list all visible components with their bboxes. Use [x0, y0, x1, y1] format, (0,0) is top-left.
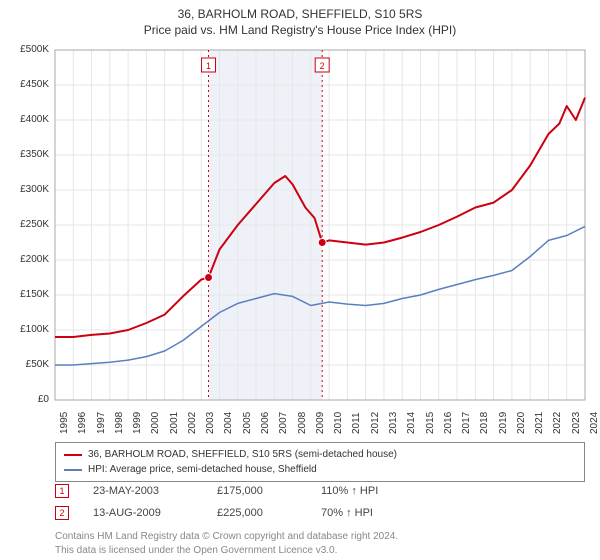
chart-container: 36, BARHOLM ROAD, SHEFFIELD, S10 5RS Pri… [0, 0, 600, 560]
legend-row-property: 36, BARHOLM ROAD, SHEFFIELD, S10 5RS (se… [64, 447, 576, 462]
sale-price-1: £175,000 [217, 485, 297, 497]
sale-row-1: 1 23-MAY-2003 £175,000 110% ↑ HPI [55, 484, 585, 498]
svg-text:2: 2 [320, 61, 325, 71]
footer-line-2: This data is licensed under the Open Gov… [55, 544, 585, 558]
legend-label-hpi: HPI: Average price, semi-detached house,… [88, 462, 317, 477]
sale-date-1: 23-MAY-2003 [93, 485, 193, 497]
svg-text:1: 1 [206, 61, 211, 71]
legend-row-hpi: HPI: Average price, semi-detached house,… [64, 462, 576, 477]
footer-line-1: Contains HM Land Registry data © Crown c… [55, 530, 585, 544]
price-chart: 12 [0, 0, 600, 440]
sale-pct-1: 110% ↑ HPI [321, 485, 378, 497]
legend: 36, BARHOLM ROAD, SHEFFIELD, S10 5RS (se… [55, 442, 585, 482]
sale-marker-1: 1 [55, 484, 69, 498]
sale-price-2: £225,000 [217, 507, 297, 519]
sale-row-2: 2 13-AUG-2009 £225,000 70% ↑ HPI [55, 506, 585, 520]
legend-swatch-property [64, 454, 82, 456]
footer-attribution: Contains HM Land Registry data © Crown c… [55, 530, 585, 557]
legend-swatch-hpi [64, 469, 82, 471]
sale-date-2: 13-AUG-2009 [93, 507, 193, 519]
sale-pct-2: 70% ↑ HPI [321, 507, 373, 519]
legend-label-property: 36, BARHOLM ROAD, SHEFFIELD, S10 5RS (se… [88, 447, 397, 462]
sale-marker-2: 2 [55, 506, 69, 520]
